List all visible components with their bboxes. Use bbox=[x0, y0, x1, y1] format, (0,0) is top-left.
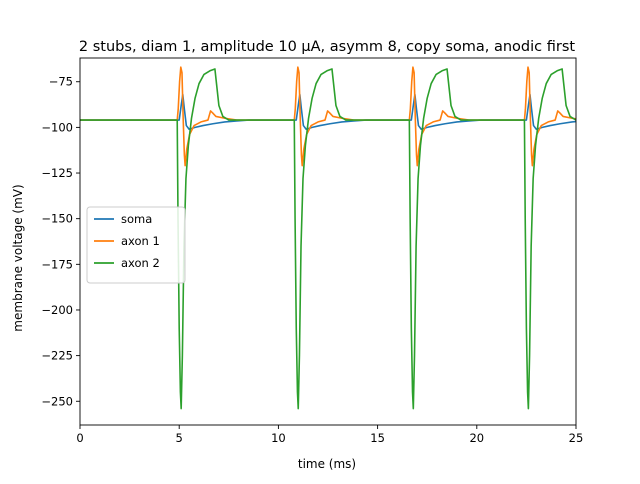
y-tick-label: −225 bbox=[41, 349, 73, 363]
axes-frame bbox=[79, 57, 577, 426]
y-tick-label: −75 bbox=[49, 75, 73, 89]
x-tick-label: 5 bbox=[176, 431, 183, 445]
x-axis-label: time (ms) bbox=[298, 457, 356, 471]
y-tick-label: −125 bbox=[41, 166, 73, 180]
chart-title: 2 stubs, diam 1, amplitude 10 μA, asymm … bbox=[79, 39, 575, 55]
x-tick-label: 0 bbox=[76, 431, 83, 445]
x-tick-label: 20 bbox=[469, 431, 484, 445]
y-tick-label: −175 bbox=[41, 257, 73, 271]
legend: soma axon 1 axon 2 bbox=[86, 206, 186, 284]
y-axis-label: membrane voltage (mV) bbox=[11, 184, 25, 331]
x-tick-label: 15 bbox=[370, 431, 385, 445]
plot-area: 0 5 10 15 20 25 −75 −100 −125 −150 −175 −200 −225 −25… bbox=[41, 57, 584, 445]
y-tick-label: −250 bbox=[41, 394, 73, 408]
legend-label: axon 2 bbox=[121, 256, 160, 270]
y-tick-label: −100 bbox=[41, 120, 73, 134]
x-tick-label: 25 bbox=[569, 431, 584, 445]
legend-frame bbox=[86, 206, 186, 284]
x-tick-label: 10 bbox=[271, 431, 286, 445]
series-group bbox=[80, 66, 576, 410]
y-tick-label: −200 bbox=[41, 303, 73, 317]
series-line-axon-2 bbox=[80, 68, 576, 410]
y-tick-label: −150 bbox=[41, 212, 73, 226]
legend-label: soma bbox=[121, 212, 152, 226]
legend-label: axon 1 bbox=[121, 234, 160, 248]
